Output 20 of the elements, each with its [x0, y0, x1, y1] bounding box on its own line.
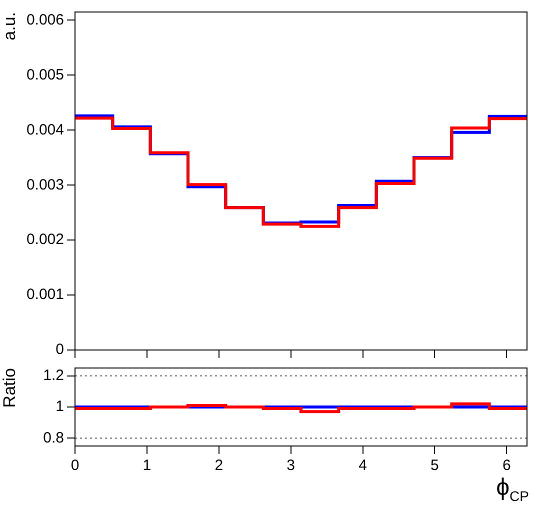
y-tick-label: 0.002 [26, 231, 64, 248]
y-axis-title: Ratio [0, 368, 19, 408]
x-tick-label: 1 [142, 457, 152, 474]
y-tick-label: 1.2 [43, 366, 64, 384]
y-tick-label: 0.003 [26, 176, 64, 194]
x-tick-label: 5 [430, 457, 439, 474]
y-tick-label: 0.006 [26, 11, 64, 28]
y-tick-label: 1 [56, 398, 64, 416]
y-tick-label: 0.8 [43, 429, 64, 446]
y-axis-title: a.u. [0, 12, 19, 40]
x-tick-label: 0 [70, 457, 80, 474]
x-tick-label: 2 [214, 457, 224, 474]
x-axis-title: ϕ$_{CP}$ [496, 474, 529, 504]
y-tick-label: 0.001 [26, 286, 64, 304]
y-tick-label: 0.004 [26, 121, 64, 138]
x-tick-label: 3 [286, 457, 295, 474]
x-tick-label: 4 [358, 457, 367, 474]
y-tick-label: 0.005 [26, 66, 64, 84]
y-tick-label: 0 [56, 341, 64, 358]
x-tick-label: 6 [502, 457, 511, 474]
